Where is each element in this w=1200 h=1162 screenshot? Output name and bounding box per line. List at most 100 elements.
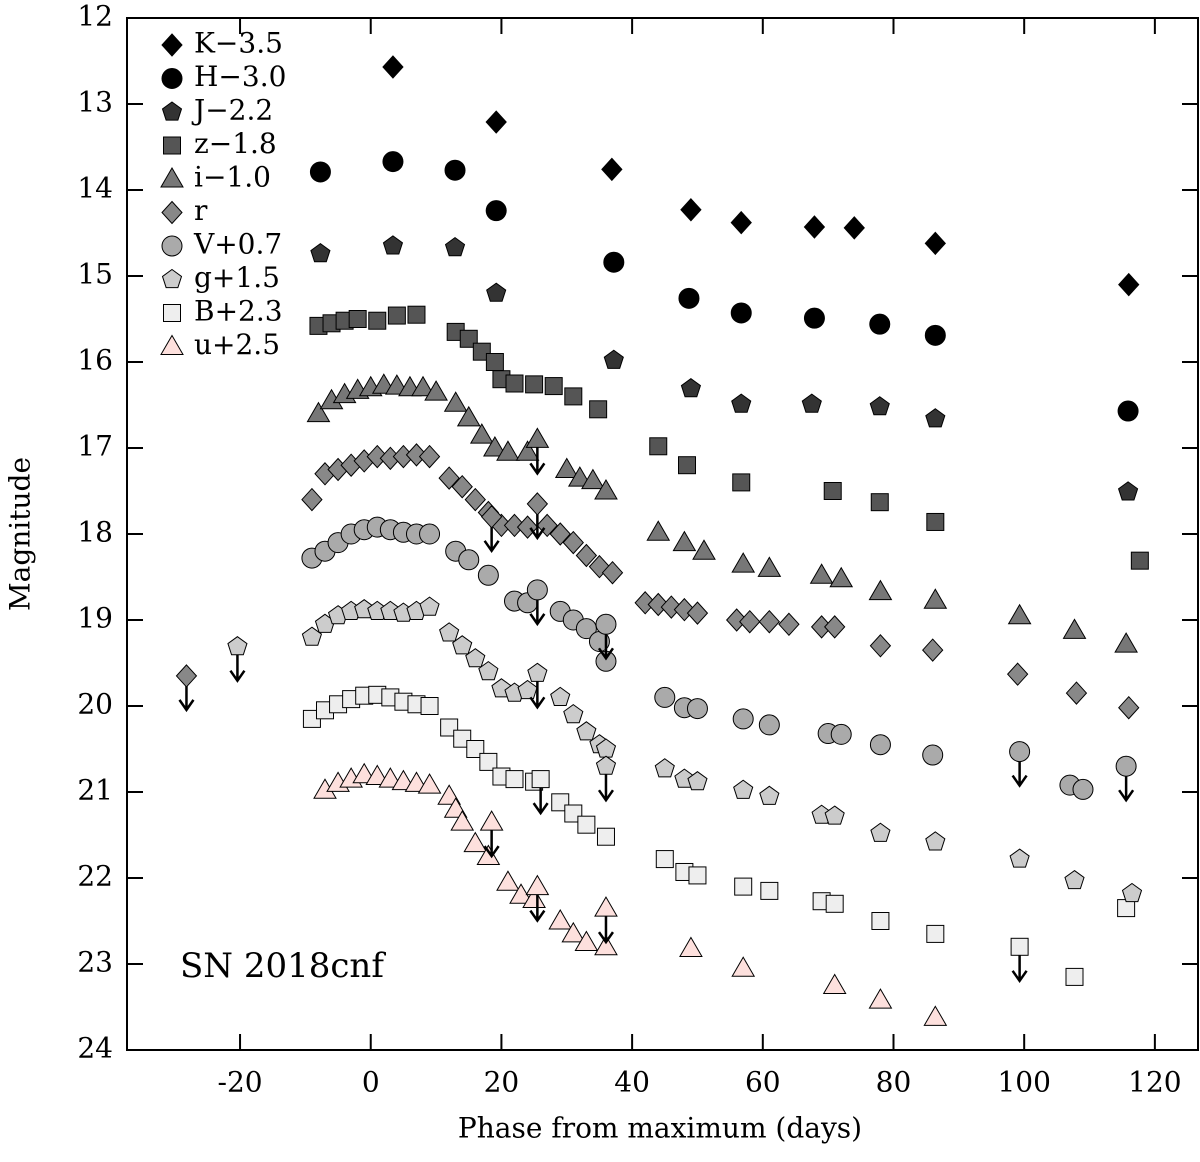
data-point [378,767,403,788]
data-point [603,251,625,273]
data-point [485,353,504,371]
legend-label: r [194,194,208,227]
data-point [660,595,682,619]
legend-label: g+1.5 [194,261,280,294]
upper-limit-point [1010,937,1029,956]
data-point [382,151,404,173]
x-tick-label: 40 [614,1066,650,1099]
annotation: SN 2018cnf [180,946,386,986]
data-point [924,324,946,346]
data-point [687,771,708,791]
data-point [829,566,854,588]
data-point [469,423,494,444]
data-point [444,237,466,257]
y-tick-label: 22 [77,860,113,893]
data-point [517,679,538,700]
data-point [405,443,428,467]
data-point [365,764,390,786]
data-point [925,831,946,851]
data-point [649,437,668,456]
legend-label: H−3.0 [194,60,286,93]
data-point [678,456,697,475]
data-point [688,866,707,885]
data-point [922,744,944,766]
data-point [522,887,546,908]
data-point [1114,632,1138,653]
data-point [692,539,716,560]
data-point [734,877,753,896]
data-point [561,921,586,943]
data-point [382,55,404,79]
data-point [654,686,676,708]
data-point [1117,400,1139,422]
data-point [824,615,846,639]
data-point [1121,882,1143,903]
data-point [1006,662,1029,686]
upper-limit-point [525,427,550,448]
data-point [486,282,507,302]
data-point [464,487,486,512]
data-point [577,815,596,834]
y-tick-label: 18 [77,516,113,549]
data-point [456,405,481,427]
data-point [870,493,889,512]
data-point [550,686,571,706]
data-point [871,912,890,930]
data-point [1064,869,1085,890]
data-point [348,310,367,328]
data-point [601,157,623,182]
data-point [647,592,669,617]
data-point [477,564,499,586]
data-point [1117,899,1136,918]
data-point [368,311,387,330]
x-tick-label: 20 [484,1066,520,1099]
y-tick-label: 21 [77,774,113,807]
data-point [869,396,890,416]
data-point [655,850,674,869]
data-point [496,870,520,891]
y-tick-label: 19 [77,602,113,635]
y-tick-label: 14 [77,172,113,205]
data-point [496,440,520,461]
legend-label: i−1.0 [194,161,271,194]
upper-limit-point [1115,755,1137,777]
data-point [634,591,656,615]
data-point [1118,272,1140,297]
data-point [672,530,697,552]
data-point [732,708,754,730]
data-point [544,377,563,396]
data-point [926,924,945,943]
data-point [801,393,822,413]
y-tick-label: 13 [77,86,113,119]
data-point [301,487,323,512]
upper-limit-point [595,613,617,635]
data-point [366,444,388,469]
data-point [603,349,624,369]
y-tick-label: 24 [77,1032,113,1065]
data-point [730,210,752,235]
x-tick-label: 60 [745,1066,781,1099]
data-point [479,752,498,771]
data-point [601,560,624,585]
data-point [444,159,466,181]
data-point [387,306,406,325]
data-point [823,482,842,500]
data-point [567,466,592,487]
data-point [581,468,605,490]
data-point [923,1005,948,1026]
data-point [924,231,946,256]
data-point [1009,848,1030,868]
data-point [478,660,499,681]
data-point [679,936,703,958]
data-point [680,378,702,398]
data-point [505,770,524,789]
data-point [594,479,618,500]
upper-limit-point [175,664,198,688]
data-point [732,473,751,492]
data-point [452,635,473,655]
data-point [1065,967,1084,986]
legend-label: J−2.2 [191,94,273,127]
data-point [438,466,460,490]
upper-limit-point [531,770,550,789]
data-point [420,697,439,715]
